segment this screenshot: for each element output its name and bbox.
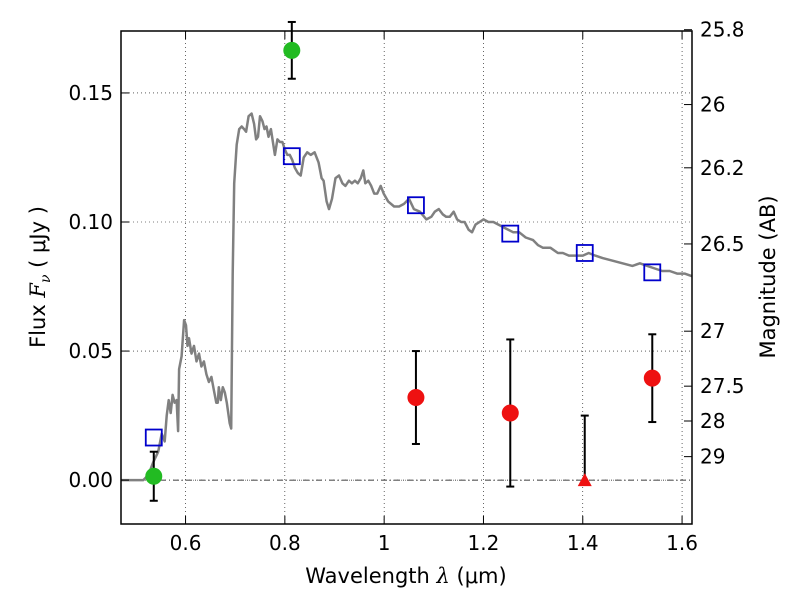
model-photometry-square: [643, 263, 662, 282]
y2-tick-label: 26.2: [700, 156, 745, 180]
x-tick-label: 1: [378, 531, 391, 555]
ticks: 0.6 0.8 1 1.2 1.4 1.6 0.00 0.05 0.10 0.15 25.8 26 26…: [68, 18, 744, 555]
nondetection-point: [643, 369, 661, 387]
x-tick-label: 1.4: [567, 531, 599, 555]
secondary-y-axis-label: Magnitude (AB): [756, 195, 780, 358]
series: [121, 20, 693, 502]
y2-tick-label: 26: [700, 93, 725, 117]
model-photometry-square: [144, 428, 163, 447]
x-tick-label: 0.6: [170, 531, 202, 555]
x-tick-label: 0.8: [269, 531, 301, 555]
model-photometry-square: [282, 147, 301, 166]
plot-frame: [120, 30, 693, 525]
y-tick-label: 0.05: [68, 339, 113, 363]
y2-tick-label: 27: [700, 319, 725, 343]
model-photometry-square: [575, 244, 594, 262]
model-photometry-square: [407, 196, 425, 215]
detection-point: [145, 467, 163, 485]
y-axis-label: Flux Fν ( μJy ): [26, 206, 54, 348]
x-tick-label: 1.6: [666, 531, 698, 555]
grid: [121, 31, 692, 524]
nondetection-point: [501, 404, 519, 422]
y2-tick-label: 28: [700, 409, 725, 433]
y2-tick-label: 29: [700, 445, 725, 469]
y2-tick-label: 25.8: [700, 18, 745, 42]
y-tick-label: 0.10: [68, 210, 113, 234]
y2-tick-label: 27.5: [700, 374, 745, 398]
detection-point: [283, 41, 301, 59]
y-tick-label: 0.15: [68, 81, 113, 105]
template-sed-line: [121, 112, 693, 482]
y2-tick-label: 26.5: [700, 232, 745, 256]
x-tick-label: 1.2: [468, 531, 500, 555]
model-photometry-square: [501, 224, 520, 243]
nondetection-point: [407, 389, 425, 407]
x-axis-label: Wavelength λ (μm): [305, 564, 506, 588]
upper-limit-triangle: [577, 473, 592, 487]
y-tick-label: 0.00: [68, 468, 113, 492]
